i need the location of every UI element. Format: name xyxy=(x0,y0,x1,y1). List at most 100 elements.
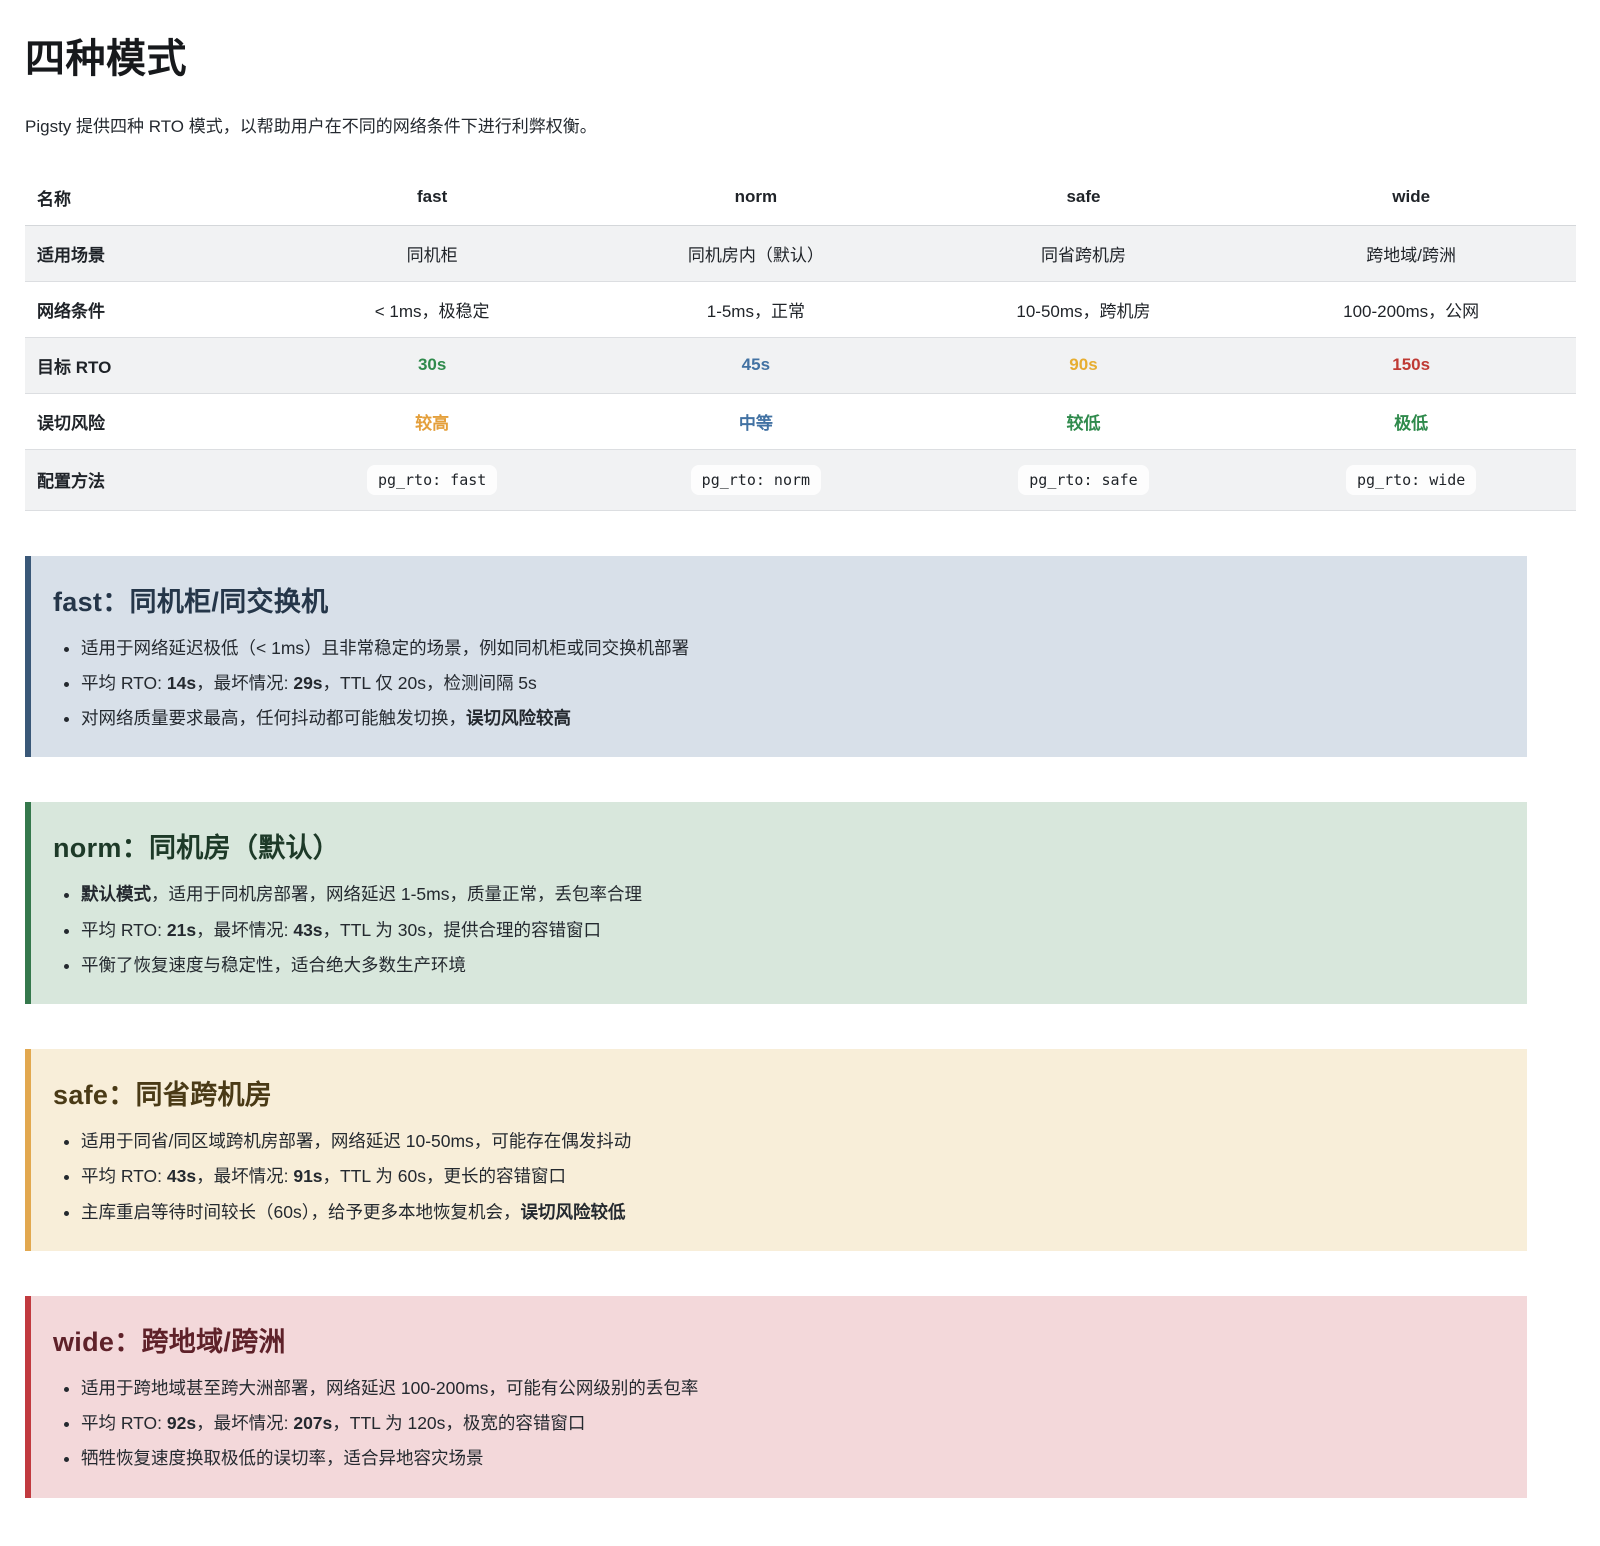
callout-bullet: 对网络质量要求最高，任何抖动都可能触发切换，误切风险较高 xyxy=(81,705,1499,731)
table-cell: 较高 xyxy=(273,393,592,450)
table-cell: 同省跨机房 xyxy=(920,225,1247,282)
bullet-text-bold: 14s xyxy=(166,672,197,693)
status-value: 30s xyxy=(417,355,447,374)
callout-bullet: 平均 RTO: 14s，最坏情况: 29s，TTL 仅 20s，检测间隔 5s xyxy=(81,670,1499,696)
row-label: 目标 RTO xyxy=(25,337,274,394)
callout-bullet: 适用于同省/同区域跨机房部署，网络延迟 10-50ms，可能存在偶发抖动 xyxy=(81,1128,1499,1154)
callout-safe: safe：同省跨机房 适用于同省/同区域跨机房部署，网络延迟 10-50ms，可… xyxy=(25,1049,1527,1251)
status-value: 较高 xyxy=(415,413,450,433)
table-cell: 中等 xyxy=(591,393,921,450)
bullet-text: 平衡了恢复速度与稳定性，适合绝大多数生产环境 xyxy=(81,954,466,975)
bullet-text-bold: 21s xyxy=(166,919,197,940)
table-cell: pg_rto: wide xyxy=(1246,449,1576,511)
bullet-text-bold: 92s xyxy=(166,1413,197,1433)
bullet-text: 主库重启等待时间较长（60s），给予更多本地恢复机会， xyxy=(81,1201,521,1222)
callout-bullet: 平均 RTO: 92s，最坏情况: 207s，TTL 为 120s，极宽的容错窗… xyxy=(81,1410,1499,1436)
config-code-chip: pg_rto: safe xyxy=(1018,464,1149,495)
table-header-row: 名称 fast norm safe wide xyxy=(25,169,1576,226)
table-row: 目标 RTO 30s 45s 90s 150s xyxy=(25,337,1576,394)
table-cell: 跨地域/跨洲 xyxy=(1246,225,1576,282)
callout-norm-title: norm：同机房（默认） xyxy=(53,833,341,864)
row-label: 网络条件 xyxy=(25,281,274,338)
bullet-text: ，TTL 为 60s，更长的容错窗口 xyxy=(322,1166,566,1187)
header-norm: norm xyxy=(591,169,921,226)
table-cell: 较低 xyxy=(920,393,1247,450)
table-cell: 1-5ms，正常 xyxy=(591,281,921,338)
row-label: 配置方法 xyxy=(25,449,274,511)
callout-wide-list: 适用于跨地域甚至跨大洲部署，网络延迟 100-200ms，可能有公网级别的丢包率… xyxy=(53,1375,1499,1472)
status-value: 90s xyxy=(1069,355,1098,374)
callout-fast-title: fast：同机柜/同交换机 xyxy=(53,586,329,617)
callout-bullet: 默认模式，适用于同机房部署，网络延迟 1-5ms，质量正常，丢包率合理 xyxy=(81,881,1499,907)
bullet-text: ，适用于同机房部署，网络延迟 1-5ms，质量正常，丢包率合理 xyxy=(151,884,642,905)
bullet-text-bold: 43s xyxy=(166,1166,197,1187)
bullet-text: ，TTL 仅 20s，检测间隔 5s xyxy=(322,672,537,693)
bullet-text: ，TTL 为 30s，提供合理的容错窗口 xyxy=(322,919,601,940)
bullet-text-bold: 29s xyxy=(293,672,323,693)
callout-wide-title: wide：跨地域/跨洲 xyxy=(53,1326,286,1357)
table-cell: pg_rto: safe xyxy=(920,449,1247,511)
callout-norm: norm：同机房（默认） 默认模式，适用于同机房部署，网络延迟 1-5ms，质量… xyxy=(25,802,1527,1004)
bullet-text-bold: 207s xyxy=(293,1413,333,1433)
status-value: 中等 xyxy=(738,413,773,433)
status-value: 极低 xyxy=(1394,413,1429,433)
status-value: 150s xyxy=(1392,355,1431,374)
table-cell: 30s xyxy=(273,337,592,394)
callout-bullet: 适用于网络延迟极低（< 1ms）且非常稳定的场景，例如同机柜或同交换机部署 xyxy=(81,635,1499,661)
table-cell: pg_rto: norm xyxy=(591,449,921,511)
callout-bullet: 适用于跨地域甚至跨大洲部署，网络延迟 100-200ms，可能有公网级别的丢包率 xyxy=(81,1375,1499,1401)
config-code-chip: pg_rto: norm xyxy=(690,464,822,495)
callout-bullet: 主库重启等待时间较长（60s），给予更多本地恢复机会，误切风险较低 xyxy=(81,1199,1499,1225)
bullet-text: ，最坏情况: xyxy=(196,919,294,940)
rto-mode-table: 名称 fast norm safe wide 适用场景 同机柜 同机房内（默认） 同省… xyxy=(25,169,1576,511)
header-safe: safe xyxy=(920,169,1247,226)
status-value: 较低 xyxy=(1066,413,1101,433)
table-cell: 极低 xyxy=(1246,393,1576,450)
table-row: 误切风险 较高 中等 较低 极低 xyxy=(25,393,1576,450)
bullet-text-bold: 误切风险较高 xyxy=(466,708,571,728)
table-row: 网络条件 < 1ms，极稳定 1-5ms，正常 10-50ms，跨机房 100-200m… xyxy=(25,281,1576,338)
callout-fast-list: 适用于网络延迟极低（< 1ms）且非常稳定的场景，例如同机柜或同交换机部署平均 … xyxy=(53,635,1499,732)
callout-bullet: 牺牲恢复速度换取极低的误切率，适合异地容灾场景 xyxy=(81,1445,1499,1471)
header-fast: fast xyxy=(273,169,592,226)
bullet-text: ，最坏情况: xyxy=(196,672,294,693)
table-cell: 150s xyxy=(1246,337,1576,394)
bullet-text: 平均 RTO: xyxy=(81,919,167,940)
table-cell: 10-50ms，跨机房 xyxy=(920,281,1247,338)
page-intro: Pigsty 提供四种 RTO 模式，以帮助用户在不同的网络条件下进行利弊权衡。 xyxy=(25,117,597,136)
bullet-text: 适用于跨地域甚至跨大洲部署，网络延迟 100-200ms，可能有公网级别的丢包率 xyxy=(81,1377,699,1398)
bullet-text: 对网络质量要求最高，任何抖动都可能触发切换， xyxy=(81,708,466,728)
config-code-chip: pg_rto: fast xyxy=(366,464,498,495)
table-body: 适用场景 同机柜 同机房内（默认） 同省跨机房 跨地域/跨洲 网络条件 < 1ms，极稳定 1… xyxy=(25,225,1576,511)
table-cell: pg_rto: fast xyxy=(273,449,592,511)
table-cell: 45s xyxy=(591,337,921,394)
config-code-chip: pg_rto: wide xyxy=(1345,464,1477,495)
bullet-text-bold: 误切风险较低 xyxy=(520,1201,626,1222)
callout-norm-list: 默认模式，适用于同机房部署，网络延迟 1-5ms，质量正常，丢包率合理平均 RT… xyxy=(53,881,1499,978)
callout-safe-title: safe：同省跨机房 xyxy=(53,1080,273,1110)
callout-bullet: 平均 RTO: 43s，最坏情况: 91s，TTL 为 60s，更长的容错窗口 xyxy=(81,1163,1499,1189)
bullet-text-bold: 默认模式 xyxy=(81,884,151,905)
row-label: 误切风险 xyxy=(25,393,274,450)
table-cell: < 1ms，极稳定 xyxy=(273,281,592,338)
callout-fast: fast：同机柜/同交换机 适用于网络延迟极低（< 1ms）且非常稳定的场景，例… xyxy=(25,555,1527,758)
table-cell: 90s xyxy=(920,337,1247,394)
bullet-text: 牺牲恢复速度换取极低的误切率，适合异地容灾场景 xyxy=(81,1448,484,1469)
table-cell: 同机房内（默认） xyxy=(591,225,921,282)
bullet-text-bold: 43s xyxy=(293,919,323,940)
bullet-text: ，TTL 为 120s，极宽的容错窗口 xyxy=(332,1413,586,1433)
bullet-text-bold: 91s xyxy=(293,1166,323,1187)
table-cell: 同机柜 xyxy=(273,225,592,282)
callout-safe-list: 适用于同省/同区域跨机房部署，网络延迟 10-50ms，可能存在偶发抖动平均 R… xyxy=(53,1128,1499,1225)
bullet-text: 平均 RTO: xyxy=(81,1166,167,1187)
status-value: 45s xyxy=(741,355,771,374)
callout-wide: wide：跨地域/跨洲 适用于跨地域甚至跨大洲部署，网络延迟 100-200ms… xyxy=(25,1295,1527,1498)
row-label: 适用场景 xyxy=(25,225,274,282)
bullet-text: 适用于同省/同区域跨机房部署，网络延迟 10-50ms，可能存在偶发抖动 xyxy=(81,1131,632,1151)
bullet-text: 平均 RTO: xyxy=(81,1413,167,1433)
table-row: 适用场景 同机柜 同机房内（默认） 同省跨机房 跨地域/跨洲 xyxy=(25,225,1576,282)
callout-bullet: 平均 RTO: 21s，最坏情况: 43s，TTL 为 30s，提供合理的容错窗… xyxy=(81,917,1499,943)
table-row: 配置方法 pg_rto: fast pg_rto: norm pg_rto: safe… xyxy=(25,449,1576,511)
header-name: 名称 xyxy=(25,169,274,226)
bullet-text: 适用于网络延迟极低（< 1ms）且非常稳定的场景，例如同机柜或同交换机部署 xyxy=(81,637,690,658)
